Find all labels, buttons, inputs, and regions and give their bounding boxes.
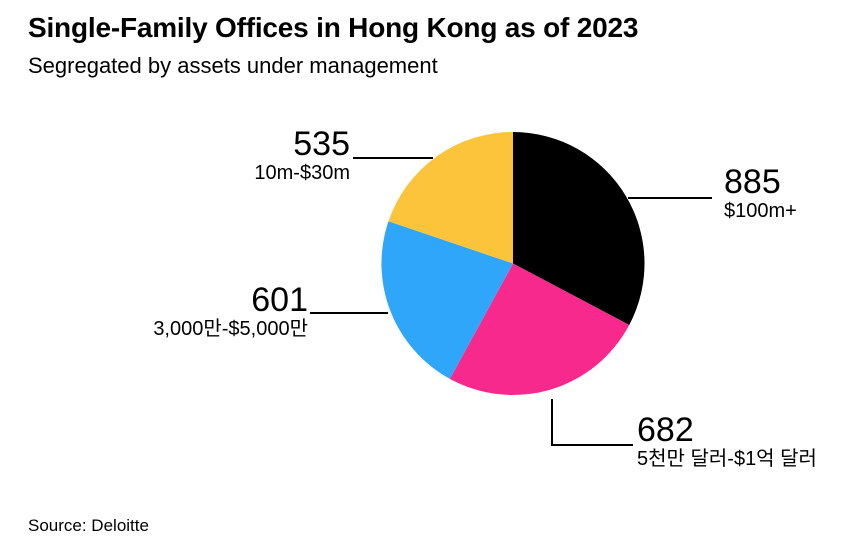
- callout-100m-plus: 885 $100m+: [724, 165, 797, 224]
- callout-value-885: 885: [724, 163, 781, 201]
- callout-range-100m-plus: $100m+: [724, 200, 797, 222]
- chart-title: Single-Family Offices in Hong Kong as of…: [28, 12, 639, 43]
- callout-value-535: 535: [293, 125, 350, 163]
- callout-50m-to-100m: 682 5천만 달러-$1억 달러: [637, 413, 817, 472]
- callout-10m-to-30m: 535 10m-$30m: [254, 127, 350, 186]
- leader-line-682: [551, 399, 633, 446]
- pie-slice-100m-plus: [513, 132, 645, 325]
- pie-slice-30m-to-50m: [381, 221, 513, 379]
- pie-slice-10m-to-30m: [388, 132, 513, 264]
- source-note: Source: Deloitte: [28, 516, 149, 535]
- callout-range-30m-to-50m: 3,000만-$5,000만: [153, 318, 308, 340]
- pie-slices: [381, 132, 645, 395]
- callout-30m-to-50m: 601 3,000만-$5,000만: [153, 283, 308, 342]
- pie-slice-50m-to-100m: [449, 263, 630, 395]
- callout-value-601: 601: [251, 281, 308, 319]
- callout-range-10m-to-30m: 10m-$30m: [254, 162, 350, 184]
- leader-lines: [310, 157, 712, 446]
- chart-subtitle: Segregated by assets under management: [28, 53, 438, 78]
- callout-range-50m-to-100m: 5천만 달러-$1억 달러: [637, 448, 817, 470]
- callout-value-682: 682: [637, 411, 694, 449]
